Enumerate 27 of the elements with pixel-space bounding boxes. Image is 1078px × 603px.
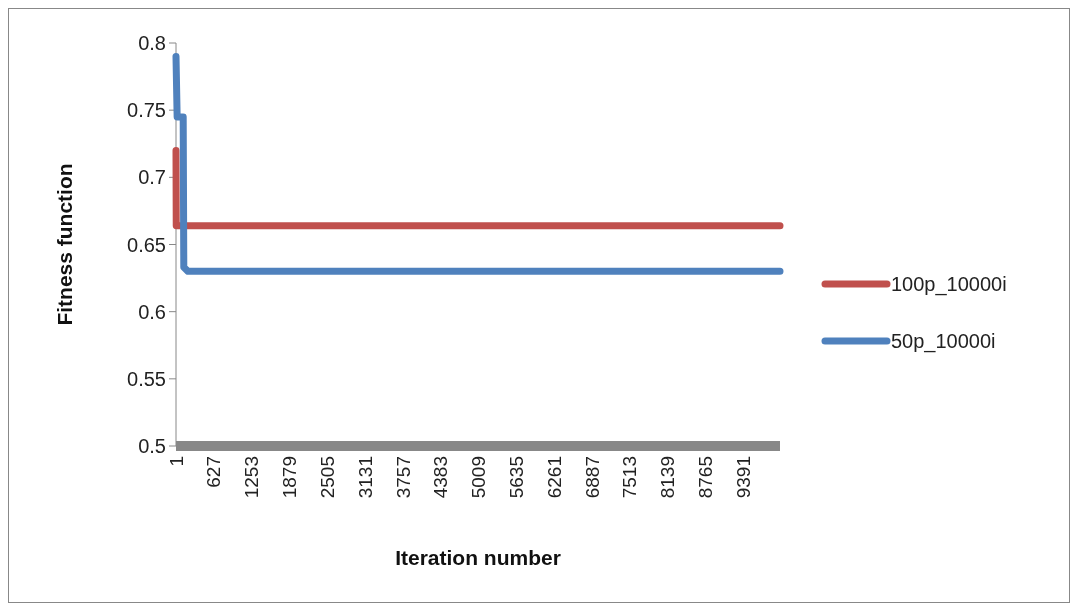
y-tick-label: 0.75 — [127, 99, 166, 122]
y-tick-label: 0.55 — [127, 367, 166, 390]
x-tick-label: 8139 — [657, 456, 679, 499]
legend-label: 100p_10000i — [891, 273, 1007, 296]
x-tick-label: 2505 — [316, 456, 338, 499]
x-tick-label: 6261 — [543, 456, 565, 499]
y-tick-label: 0.7 — [138, 166, 166, 189]
x-tick-label: 4383 — [430, 456, 452, 499]
x-tick-label: 3757 — [392, 456, 414, 499]
x-tick-label: 1879 — [279, 456, 301, 499]
x-tick-label: 8765 — [695, 456, 717, 499]
x-tick-label: 627 — [203, 456, 225, 488]
x-tick-label: 5635 — [505, 456, 527, 499]
x-tick-label: 9391 — [732, 456, 754, 499]
x-tick-label: 1253 — [241, 456, 263, 499]
y-tick-label: 0.5 — [138, 435, 166, 457]
x-tick-label: 1 — [165, 456, 187, 467]
x-axis-title: Iteration number — [395, 546, 561, 569]
x-tick-label: 7513 — [619, 456, 641, 499]
legend-label: 50p_10000i — [891, 330, 996, 353]
x-tick-label: 3131 — [354, 456, 376, 499]
x-tick-label: 5009 — [468, 456, 490, 499]
y-tick-label: 0.6 — [138, 300, 166, 323]
x-tick-label: 6887 — [581, 456, 603, 499]
y-tick-label: 0.8 — [138, 32, 166, 54]
y-tick-label: 0.65 — [127, 233, 166, 256]
y-axis-title: Fitness function — [53, 163, 76, 326]
